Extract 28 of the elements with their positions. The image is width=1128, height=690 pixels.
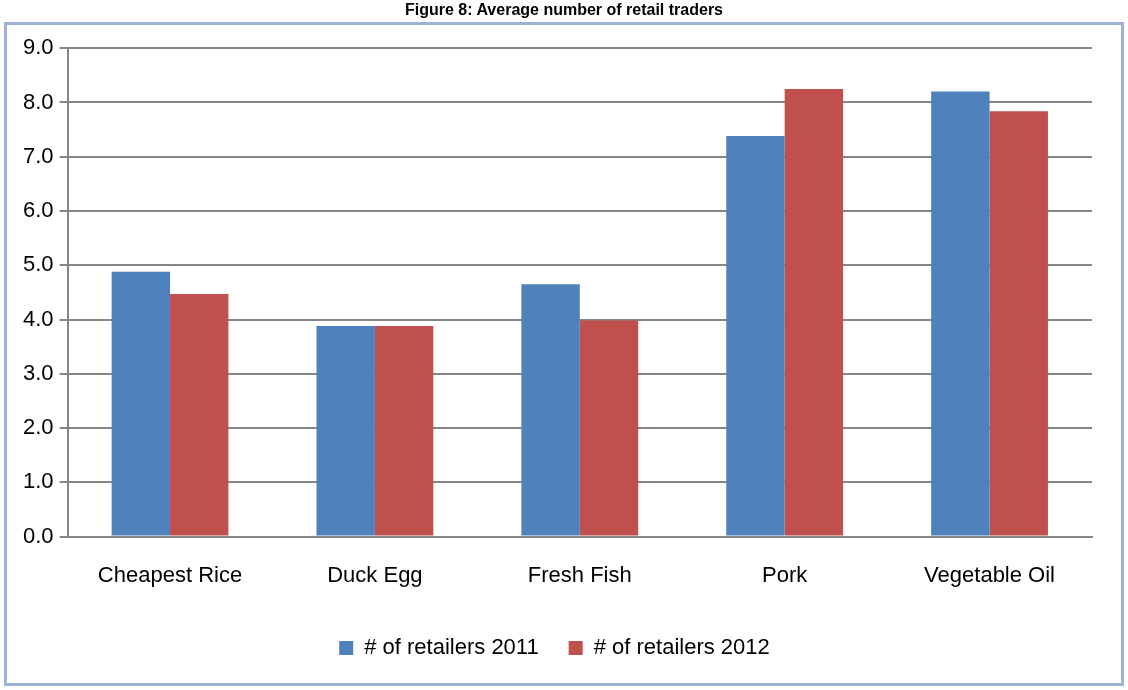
y-tick-label: 1.0 xyxy=(22,468,54,494)
y-tick-label: 9.0 xyxy=(22,34,54,60)
legend-label: # of retailers 2011 xyxy=(364,634,539,660)
bar xyxy=(784,88,844,536)
bar xyxy=(579,320,639,536)
bar xyxy=(170,294,229,536)
y-tick-label: 5.0 xyxy=(22,251,54,277)
bar xyxy=(374,326,434,536)
bar xyxy=(521,284,580,536)
bar xyxy=(726,136,785,536)
x-tick-label: Fresh Fish xyxy=(527,561,632,587)
y-tick-label: 3.0 xyxy=(22,359,54,385)
bar xyxy=(111,271,171,536)
legend-label: # of retailers 2012 xyxy=(593,634,770,660)
y-tick-label: 0.0 xyxy=(22,522,54,548)
bar xyxy=(989,111,1048,536)
y-tick-label: 6.0 xyxy=(22,197,54,223)
y-tick-label: 8.0 xyxy=(22,88,54,114)
y-tick-label: 4.0 xyxy=(22,305,54,331)
x-tick-label: Vegetable Oil xyxy=(924,561,1055,587)
y-tick-label: 2.0 xyxy=(22,414,54,440)
bar xyxy=(931,91,990,536)
bar xyxy=(316,326,375,536)
x-tick-label: Cheapest Rice xyxy=(97,561,243,587)
x-tick-label: Pork xyxy=(762,561,809,587)
x-tick-label: Duck Egg xyxy=(327,561,423,587)
y-tick-label: 7.0 xyxy=(22,142,54,168)
chart-title: Figure 8: Average number of retail traders xyxy=(404,0,724,20)
